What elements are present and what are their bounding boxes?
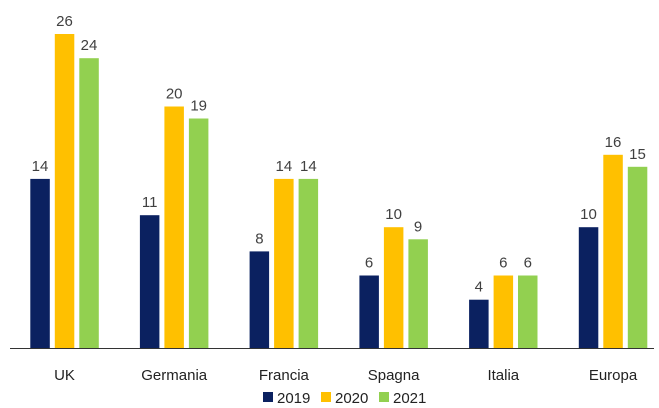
- data-label-francia-2020: 14: [276, 158, 293, 175]
- bar-francia-2019: [249, 251, 270, 348]
- legend: 2019 2020 2021: [263, 390, 426, 407]
- category-label: Spagna: [368, 367, 420, 384]
- legend-label-2021: 2021: [393, 390, 426, 407]
- bar-germania-2021: [188, 118, 209, 348]
- category-label: Europa: [589, 367, 638, 384]
- category-label: UK: [54, 367, 75, 384]
- data-label-italia-2019: 4: [475, 279, 483, 296]
- data-label-europa-2020: 16: [605, 134, 622, 151]
- data-label-italia-2020: 6: [499, 255, 507, 272]
- bar-italia-2019: [469, 299, 489, 348]
- data-label-spagna-2020: 10: [385, 206, 402, 223]
- data-label-uk-2020: 26: [56, 13, 73, 30]
- bar-germania-2019: [139, 215, 160, 348]
- data-label-spagna-2021: 9: [414, 218, 422, 235]
- bar-uk-2020: [54, 34, 75, 348]
- data-label-europa-2019: 10: [580, 206, 597, 223]
- bar-italia-2020: [493, 275, 514, 348]
- data-label-uk-2021: 24: [81, 37, 98, 54]
- data-label-germania-2019: 11: [142, 194, 158, 211]
- bar-europa-2020: [603, 154, 623, 348]
- category-label: Germania: [141, 367, 208, 384]
- data-label-francia-2021: 14: [300, 158, 317, 175]
- bar-germania-2020: [164, 106, 184, 348]
- legend-label-2019: 2019: [277, 390, 310, 407]
- data-label-europa-2021: 15: [629, 146, 646, 163]
- bar-europa-2021: [627, 166, 648, 348]
- bars-group: [30, 34, 648, 348]
- bar-spagna-2021: [408, 239, 428, 348]
- data-label-uk-2019: 14: [32, 158, 49, 175]
- legend-swatch-2021: [379, 392, 389, 402]
- category-label: Italia: [487, 367, 519, 384]
- bar-francia-2020: [274, 178, 294, 348]
- data-label-germania-2020: 20: [166, 86, 183, 103]
- data-label-spagna-2019: 6: [365, 255, 373, 272]
- legend-swatch-2019: [263, 392, 273, 402]
- legend-label-2020: 2020: [335, 390, 368, 407]
- legend-swatch-2020: [321, 392, 331, 402]
- category-labels-group: UK Germania Francia Spagna Italia Europa: [54, 367, 638, 384]
- bar-uk-2019: [30, 178, 50, 348]
- bar-europa-2019: [578, 227, 599, 348]
- category-label: Francia: [259, 367, 310, 384]
- bar-spagna-2019: [359, 275, 379, 348]
- bar-uk-2021: [79, 58, 99, 348]
- bar-italia-2021: [518, 275, 538, 348]
- bar-francia-2021: [298, 178, 319, 348]
- data-label-italia-2021: 6: [524, 255, 532, 272]
- bar-spagna-2020: [383, 227, 404, 348]
- data-label-germania-2021: 19: [190, 98, 207, 115]
- data-label-francia-2019: 8: [255, 230, 263, 247]
